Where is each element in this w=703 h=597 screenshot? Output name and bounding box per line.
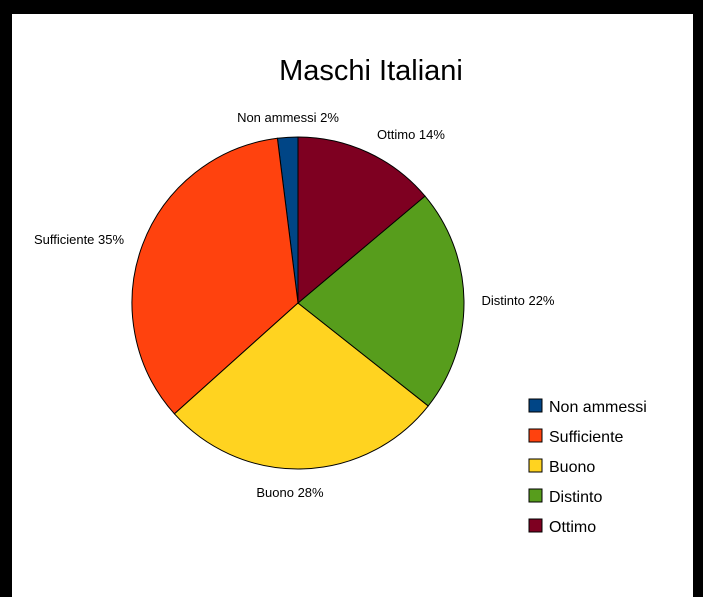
pie-slice-distinto [297,195,465,407]
data-label-ottimo: Ottimo 14% [377,127,445,142]
legend-label-distinto: Distinto [549,489,602,506]
legend-label-non-ammessi: Non ammessi [549,399,647,416]
legend-label-sufficiente: Sufficiente [549,429,624,446]
data-label-sufficiente: Sufficiente 35% [34,232,125,247]
legend: Non ammessi Sufficiente Buono Distinto O… [528,398,647,536]
pie-slice-buono [173,302,429,470]
data-labels: Non ammessi 2% Sufficiente 35% Buono 28%… [34,110,555,500]
data-label-distinto: Distinto 22% [482,293,555,308]
legend-swatch-buono [528,458,543,473]
data-label-buono: Buono 28% [256,485,324,500]
data-label-non-ammessi: Non ammessi 2% [237,110,339,125]
legend-label-buono: Buono [549,459,595,476]
pie-slice-sufficiente [131,137,299,415]
chart-title: Maschi Italiani [279,55,463,87]
legend-swatch-non-ammessi [528,398,543,413]
legend-label-ottimo: Ottimo [549,519,596,536]
pie-slice-ottimo [297,136,426,305]
legend-swatch-ottimo [528,518,543,533]
pie-slices [131,136,465,470]
legend-swatch-sufficiente [528,428,543,443]
legend-swatch-distinto [528,488,543,503]
